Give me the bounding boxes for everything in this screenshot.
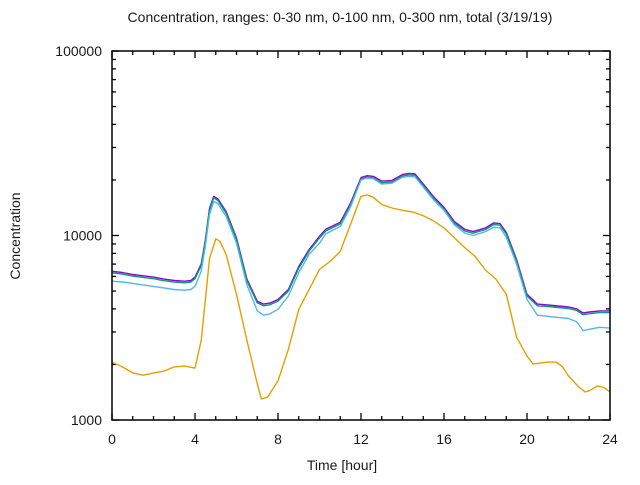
series-line-total (111, 172, 611, 314)
series-lines (111, 172, 611, 400)
y-tick-label-10000: 10000 (63, 228, 102, 244)
x-tick-label-20: 20 (519, 431, 535, 447)
x-tick-label-4: 4 (191, 431, 199, 447)
x-tick-label-12: 12 (353, 431, 369, 447)
y-tick-label-100000: 100000 (55, 43, 102, 59)
x-tick-label-8: 8 (274, 431, 282, 447)
x-tick-label-0: 0 (108, 431, 116, 447)
axis-ticks (111, 50, 611, 421)
x-tick-label-16: 16 (436, 431, 452, 447)
x-tick-label-24: 24 (602, 431, 618, 447)
chart-title: Concentration, ranges: 0-30 nm, 0-100 nm… (128, 9, 553, 25)
y-tick-label-1000: 1000 (71, 412, 102, 428)
series-line-0-100-nm (111, 175, 611, 332)
x-axis-tick-labels: 0 4 8 12 16 20 24 (108, 431, 618, 447)
x-axis-label: Time [hour] (307, 457, 377, 473)
y-axis-tick-labels: 1000 10000 100000 (55, 43, 102, 428)
y-axis-label: Concentration (7, 192, 23, 279)
series-line-0-30-nm (111, 194, 611, 400)
plot-border (111, 50, 611, 421)
